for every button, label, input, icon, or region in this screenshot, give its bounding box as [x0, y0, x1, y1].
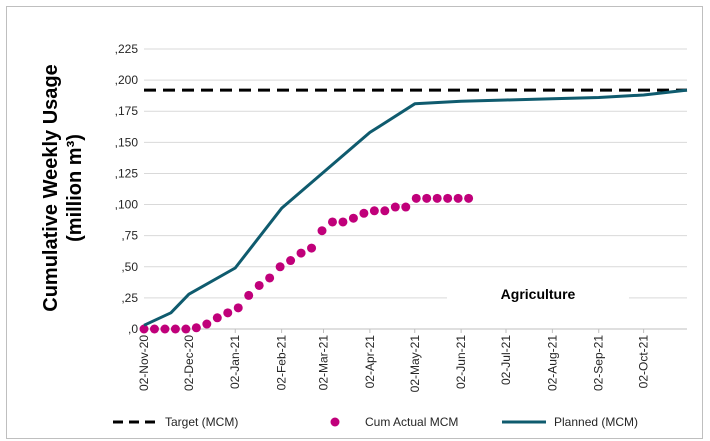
y-tick-label: ,225	[115, 42, 139, 56]
x-tick-label: 02-Oct-21	[637, 335, 651, 389]
x-tick-label: 02-May-21	[408, 335, 422, 393]
y-axis-label-line2: (million m³)	[64, 134, 86, 242]
series-planned-line	[143, 88, 688, 327]
chart-frame: ,0 ,25 ,50 ,75 ,100 ,125 ,150 ,175 ,200 ,225 02-N…	[6, 6, 703, 439]
data-point	[432, 193, 442, 203]
legend-label: Target (MCM)	[165, 415, 238, 429]
cumulative-usage-chart: ,0 ,25 ,50 ,75 ,100 ,125 ,150 ,175 ,200 ,225 02-N…	[40, 42, 688, 429]
x-tick-label: 02-Sep-21	[592, 335, 606, 391]
legend-label: Cum Actual MCM	[365, 415, 458, 429]
data-point	[464, 193, 474, 203]
y-tick-label: ,0	[128, 322, 138, 336]
y-tick-labels: ,0 ,25 ,50 ,75 ,100 ,125 ,150 ,175 ,200 ,225	[115, 42, 139, 336]
data-point	[254, 280, 264, 290]
data-point	[411, 193, 421, 203]
data-point	[149, 324, 159, 334]
data-point	[286, 256, 296, 266]
data-point	[422, 193, 432, 203]
data-point	[338, 217, 348, 227]
y-tick-label: ,75	[121, 229, 138, 243]
data-point	[202, 319, 212, 329]
data-point	[170, 324, 180, 334]
data-point	[390, 202, 400, 212]
data-point	[139, 324, 149, 334]
x-tick-marks	[143, 329, 645, 333]
data-point	[317, 226, 327, 236]
data-point	[307, 243, 317, 253]
data-point	[380, 206, 390, 216]
y-tick-label: ,125	[115, 166, 139, 180]
x-tick-label: 02-Mar-21	[317, 335, 331, 391]
series-layer	[139, 88, 688, 334]
data-point	[160, 324, 170, 334]
legend: Target (MCM) Cum Actual MCM Planned (MCM)	[113, 415, 638, 429]
y-tick-label: ,100	[115, 198, 139, 212]
data-point	[212, 313, 222, 323]
data-point	[443, 193, 453, 203]
y-tick-label: ,150	[115, 135, 139, 149]
x-tick-label: 02-Jan-21	[228, 335, 242, 389]
x-tick-label: 02-Apr-21	[363, 335, 377, 389]
y-tick-label: ,50	[121, 260, 138, 274]
annotation-label: Agriculture	[501, 286, 576, 302]
series-cum-actual	[139, 193, 474, 334]
data-point	[275, 262, 285, 272]
data-point	[348, 213, 358, 223]
data-point	[296, 248, 306, 258]
data-point	[327, 217, 337, 227]
x-tick-label: 02-Nov-20	[137, 335, 151, 391]
y-tick-label: ,175	[115, 104, 139, 118]
x-tick-label: 02-Jun-21	[454, 335, 468, 389]
data-point	[401, 202, 411, 212]
y-axis-label-line1: Cumulative Weekly Usage	[40, 64, 62, 312]
data-point	[223, 308, 233, 318]
y-tick-label: ,200	[115, 73, 139, 87]
legend-label: Planned (MCM)	[554, 415, 638, 429]
data-point	[453, 193, 463, 203]
data-point	[359, 208, 369, 218]
data-point	[191, 323, 201, 333]
x-tick-label: 02-Jul-21	[499, 335, 513, 385]
y-gridlines	[144, 48, 687, 299]
data-point	[233, 303, 243, 313]
annotation-background	[447, 280, 629, 308]
data-point	[369, 206, 379, 216]
data-point	[181, 324, 191, 334]
x-tick-label: 02-Feb-21	[275, 335, 289, 391]
data-point	[265, 273, 275, 283]
x-tick-label: 02-Aug-21	[545, 335, 559, 391]
y-tick-label: ,25	[121, 291, 138, 305]
data-point	[244, 290, 254, 300]
x-tick-label: 02-Dec-20	[182, 335, 196, 391]
legend-marker	[330, 417, 340, 427]
x-tick-labels: 02-Nov-20 02-Dec-20 02-Jan-21 02-Feb-21 02-M…	[137, 335, 651, 393]
